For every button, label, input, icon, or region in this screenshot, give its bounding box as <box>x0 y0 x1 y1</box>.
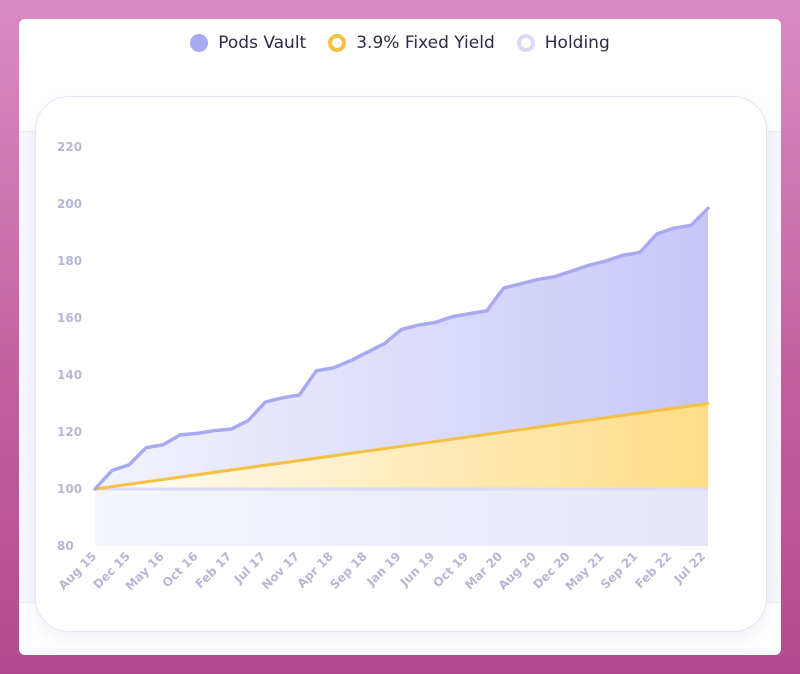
x-tick-label: Aug 15 <box>56 549 99 592</box>
y-tick-label: 120 <box>57 425 82 439</box>
filled-circle-icon <box>190 34 209 52</box>
y-tick-label: 140 <box>57 368 82 382</box>
x-tick-label: Feb 22 <box>632 549 674 591</box>
x-tick-label: Sep 18 <box>327 549 370 592</box>
pods-vault-line <box>93 206 710 491</box>
legend-label: 3.9% Fixed Yield <box>356 33 495 53</box>
x-tick-label: Jan 19 <box>363 549 403 589</box>
chart-card: Pods Vault 3.9% Fixed Yield Holding <box>19 19 781 655</box>
y-tick-label: 100 <box>57 482 82 496</box>
x-tick-label: Sep 21 <box>598 549 641 592</box>
legend-item-holding[interactable]: Holding <box>516 33 610 53</box>
y-tick-label: 220 <box>57 140 82 154</box>
legend-label: Pods Vault <box>218 33 307 53</box>
holding-area <box>95 489 708 546</box>
legend-label: Holding <box>544 33 610 53</box>
legend: Pods Vault 3.9% Fixed Yield Holding <box>19 31 781 55</box>
x-tick-label: Jun 19 <box>397 549 438 590</box>
y-tick-label: 180 <box>57 254 82 268</box>
legend-item-pods-vault[interactable]: Pods Vault <box>190 33 306 53</box>
x-tick-label: Jul 22 <box>671 549 708 586</box>
legend-item-fixed-yield[interactable]: 3.9% Fixed Yield <box>328 33 495 53</box>
fixed-yield-line <box>93 402 710 491</box>
ring-icon <box>516 34 535 52</box>
x-tick-label: Nov 17 <box>259 549 302 592</box>
x-tick-label: Feb 17 <box>192 549 234 591</box>
x-tick-label: Aug 20 <box>496 549 539 592</box>
y-tick-label: 200 <box>57 197 82 211</box>
y-tick-label: 80 <box>57 539 74 553</box>
ring-icon <box>328 34 347 52</box>
y-tick-label: 160 <box>57 311 82 325</box>
